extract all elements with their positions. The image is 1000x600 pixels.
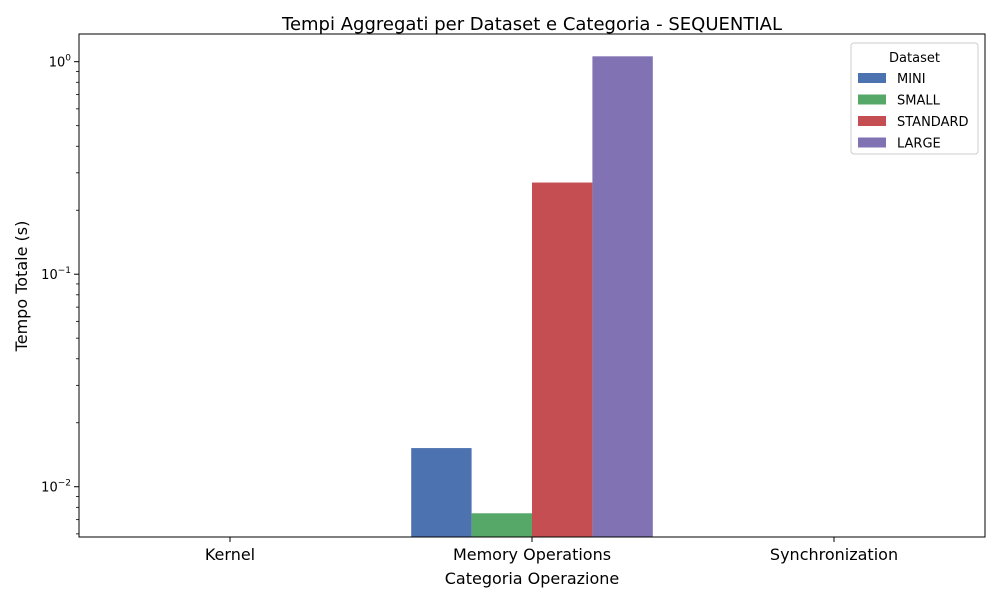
legend-swatch-large (858, 137, 886, 148)
legend: Dataset MINI SMALL STANDARD LARGE (850, 42, 979, 155)
x-axis-label: Categoria Operazione (445, 569, 620, 588)
legend-swatch-standard (858, 116, 886, 126)
legend-label-large: LARGE (897, 137, 941, 152)
legend-swatch-small (858, 94, 886, 105)
legend-box (850, 42, 979, 155)
y-axis-label: Tempo Totale (s) (12, 221, 31, 353)
y-tick-label: 10−1 (41, 266, 71, 283)
legend-swatch-mini (858, 73, 886, 83)
x-tick-label-kernel: Kernel (205, 545, 255, 564)
y-tick-label: 10−2 (41, 479, 71, 496)
y-axis-ticks: 10−2 10−1 100 (41, 54, 79, 535)
x-axis-ticks: Kernel Memory Operations Synchronization (205, 537, 898, 564)
legend-label-small: SMALL (897, 94, 941, 109)
legend-label-standard: STANDARD (897, 115, 969, 130)
bar-large-memory-operations (592, 56, 653, 537)
bar-mini-memory-operations (411, 448, 472, 537)
x-tick-label-memory-operations: Memory Operations (453, 545, 611, 564)
plot-frame (78, 33, 986, 538)
bars-group (411, 56, 653, 538)
y-tick-label: 100 (49, 54, 72, 71)
legend-title: Dataset (889, 51, 940, 66)
legend-label-mini: MINI (897, 72, 926, 87)
bar-small-memory-operations (471, 513, 532, 537)
chart-title: Tempi Aggregati per Dataset e Categoria … (281, 14, 782, 35)
bar-standard-memory-operations (532, 182, 593, 538)
x-tick-label-synchronization: Synchronization (770, 545, 898, 564)
